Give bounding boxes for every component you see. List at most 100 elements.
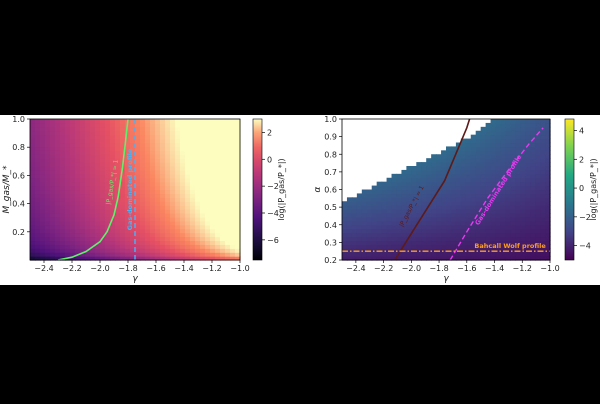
heatmap-cell: [215, 122, 221, 128]
heatmap-cell: [346, 216, 353, 222]
heatmap-cell: [386, 216, 393, 222]
heatmap-cell: [475, 138, 482, 144]
heatmap-cell: [85, 126, 91, 132]
heatmap-cell: [65, 205, 71, 210]
heatmap-cell: [120, 154, 126, 159]
heatmap-cell: [155, 177, 161, 183]
heatmap-cell: [535, 150, 541, 155]
heatmap-cell: [480, 220, 487, 226]
heatmap-cell: [70, 224, 76, 230]
heatmap-cell: [520, 256, 526, 261]
heatmap-cell: [470, 134, 477, 140]
heatmap-cell: [460, 169, 467, 175]
heatmap-cell: [490, 236, 497, 242]
heatmap-cell: [381, 232, 388, 238]
heatmap-cell: [180, 166, 186, 171]
heatmap-cell: [110, 213, 116, 218]
heatmap-cell: [426, 224, 432, 230]
heatmap-cell: [342, 201, 348, 206]
heatmap-cell: [160, 177, 166, 183]
heatmap-cell: [215, 130, 221, 136]
heatmap-cell: [480, 158, 487, 163]
heatmap-cell: [545, 213, 551, 218]
heatmap-cell: [235, 244, 241, 249]
heatmap-cell: [120, 134, 126, 140]
heatmap-cell: [485, 209, 492, 214]
heatmap-cell: [525, 209, 531, 214]
heatmap-cell: [140, 162, 146, 167]
heatmap-cell: [356, 213, 363, 218]
heatmap-cell: [342, 213, 348, 218]
heatmap-cell: [65, 209, 71, 214]
heatmap-cell: [515, 130, 521, 136]
heatmap-cell: [545, 201, 551, 206]
heatmap-cell: [145, 162, 151, 167]
heatmap-cell: [401, 197, 407, 202]
heatmap-cell: [530, 232, 536, 238]
heatmap-cell: [530, 193, 536, 198]
heatmap-cell: [545, 138, 551, 144]
heatmap-cell: [490, 138, 497, 144]
heatmap-cell: [510, 154, 516, 159]
heatmap-cell: [35, 154, 41, 159]
heatmap-cell: [195, 146, 201, 151]
heatmap-cell: [50, 220, 56, 226]
heatmap-cell: [55, 126, 61, 132]
heatmap-cell: [125, 177, 131, 183]
heatmap-cell: [35, 232, 41, 238]
heatmap-cell: [446, 224, 452, 230]
heatmap-cell: [235, 220, 241, 226]
heatmap-cell: [30, 122, 36, 128]
heatmap-cell: [495, 252, 502, 257]
heatmap-cell: [195, 252, 201, 257]
heatmap-cell: [90, 189, 96, 195]
heatmap-cell: [490, 185, 497, 191]
heatmap-cell: [85, 185, 91, 191]
heatmap-cell: [65, 224, 71, 230]
heatmap-cell: [381, 193, 388, 198]
heatmap-cell: [485, 130, 492, 136]
heatmap-cell: [40, 220, 46, 226]
heatmap-cell: [50, 154, 56, 159]
heatmap-cell: [165, 248, 171, 253]
heatmap-cell: [90, 224, 96, 230]
heatmap-cell: [150, 177, 156, 183]
heatmap-cell: [90, 150, 96, 155]
heatmap-cell: [510, 189, 516, 195]
heatmap-cell: [160, 236, 166, 242]
heatmap-cell: [411, 209, 417, 214]
heatmap-cell: [376, 181, 383, 187]
heatmap-cell: [130, 232, 136, 238]
heatmap-cell: [220, 236, 226, 242]
heatmap-cell: [225, 189, 231, 195]
heatmap-cell: [165, 177, 171, 183]
heatmap-cell: [90, 142, 96, 148]
heatmap-cell: [371, 216, 378, 222]
heatmap-cell: [90, 228, 96, 234]
heatmap-cell: [441, 193, 447, 198]
heatmap-cell: [376, 201, 383, 206]
heatmap-cell: [386, 209, 393, 214]
heatmap-cell: [450, 193, 457, 198]
heatmap-cell: [225, 154, 231, 159]
heatmap-cell: [195, 166, 201, 171]
heatmap-cell: [140, 146, 146, 151]
heatmap-cell: [230, 213, 236, 218]
heatmap-cell: [80, 146, 86, 151]
heatmap-cell: [356, 232, 363, 238]
heatmap-cell: [490, 122, 497, 128]
heatmap-cell: [130, 189, 136, 195]
heatmap-cell: [210, 189, 216, 195]
heatmap-cell: [215, 181, 221, 187]
heatmap-cell: [125, 166, 131, 171]
heatmap-cell: [120, 240, 126, 245]
heatmap-cell: [475, 162, 482, 167]
heatmap-cell: [530, 240, 536, 245]
heatmap-cell: [200, 224, 206, 230]
heatmap-cell: [185, 228, 191, 234]
heatmap-cell: [426, 209, 432, 214]
heatmap-cell: [470, 236, 477, 242]
heatmap-cell: [530, 213, 536, 218]
heatmap-cell: [545, 224, 551, 230]
heatmap-cell: [100, 197, 106, 202]
